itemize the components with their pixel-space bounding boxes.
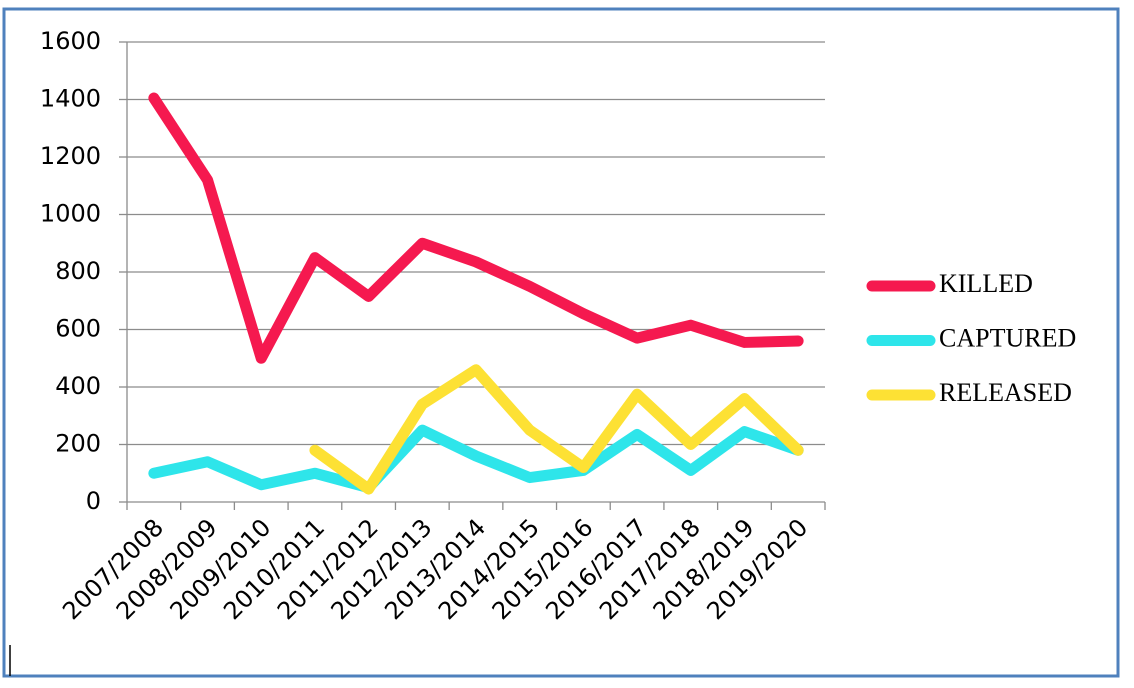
y-tick-label: 1200 (40, 142, 101, 170)
y-tick-label: 600 (55, 315, 101, 343)
y-tick-label: 800 (55, 257, 101, 285)
legend-label: RELEASED (939, 378, 1072, 407)
series-line (309, 364, 804, 495)
legend-label: KILLED (939, 269, 1033, 298)
series-line (148, 424, 804, 494)
y-tick-label: 1400 (40, 85, 101, 113)
y-tick-label: 1000 (40, 200, 101, 228)
y-tick-label: 200 (55, 430, 101, 458)
legend-label: CAPTURED (939, 323, 1076, 352)
frame (2, 7, 1120, 678)
y-tick-label: 1600 (40, 27, 101, 55)
series-line (148, 92, 804, 364)
y-tick-label: 400 (55, 372, 101, 400)
y-tick-label: 0 (86, 487, 101, 515)
